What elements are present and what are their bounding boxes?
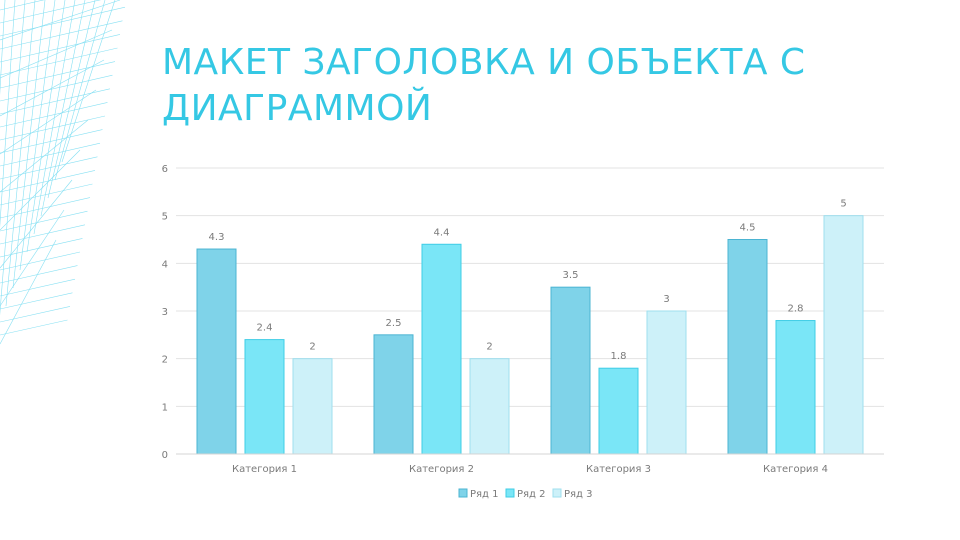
bar-series-1 [373,334,414,455]
data-label: 4.4 [434,227,450,238]
data-label: 3 [663,294,669,305]
y-tick-label: 1 [162,402,168,413]
bar-series-2 [421,243,462,455]
data-label: 2 [309,342,315,353]
bar-series-3 [469,358,510,455]
data-label: 4.5 [740,223,756,234]
legend-label: Ряд 1 [470,489,499,500]
bar-series-1 [196,248,237,455]
x-category-label: Категория 2 [409,464,474,475]
x-category-label: Категория 1 [232,464,297,475]
y-axis-ticks: 0 1 2 3 4 5 6 [162,164,168,461]
x-category-label: Категория 4 [763,464,828,475]
bars [196,215,864,455]
slide-title: МАКЕТ ЗАГОЛОВКА И ОБЪЕКТА С ДИАГРАММОЙ [162,42,806,129]
legend-swatch-2 [505,488,515,498]
bar-series-3 [823,215,864,455]
bar-series-1 [727,239,768,455]
data-label: 5 [840,199,846,210]
data-label: 4.3 [209,232,225,243]
wireframe-decoration [0,0,126,345]
data-labels: 4.3 2.4 2 2.5 4.4 2 3.5 1.8 3 4.5 2.8 5 [209,199,847,363]
y-tick-label: 6 [162,164,168,175]
data-label: 2.4 [257,323,273,334]
data-label: 2.5 [386,318,402,329]
data-label: 2.8 [788,304,804,315]
data-label: 1.8 [611,351,627,362]
y-tick-label: 4 [162,259,168,270]
bar-series-2 [775,320,816,455]
bar-series-2 [598,367,639,455]
legend-swatch-3 [552,488,562,498]
bar-series-3 [646,310,687,455]
data-label: 3.5 [563,270,579,281]
bar-series-2 [244,339,285,455]
y-tick-label: 2 [162,355,168,366]
bar-series-1 [550,286,591,455]
data-label: 2 [486,342,492,353]
y-tick-label: 5 [162,212,168,223]
bar-series-3 [292,358,333,455]
y-tick-label: 0 [162,450,168,461]
legend-label: Ряд 3 [564,489,593,500]
legend-swatch-1 [458,488,468,498]
x-category-label: Категория 3 [586,464,651,475]
legend: Ряд 1 Ряд 2 Ряд 3 [458,488,593,500]
wireframe-lines [0,0,126,345]
legend-label: Ряд 2 [517,489,546,500]
y-tick-label: 3 [162,307,168,318]
